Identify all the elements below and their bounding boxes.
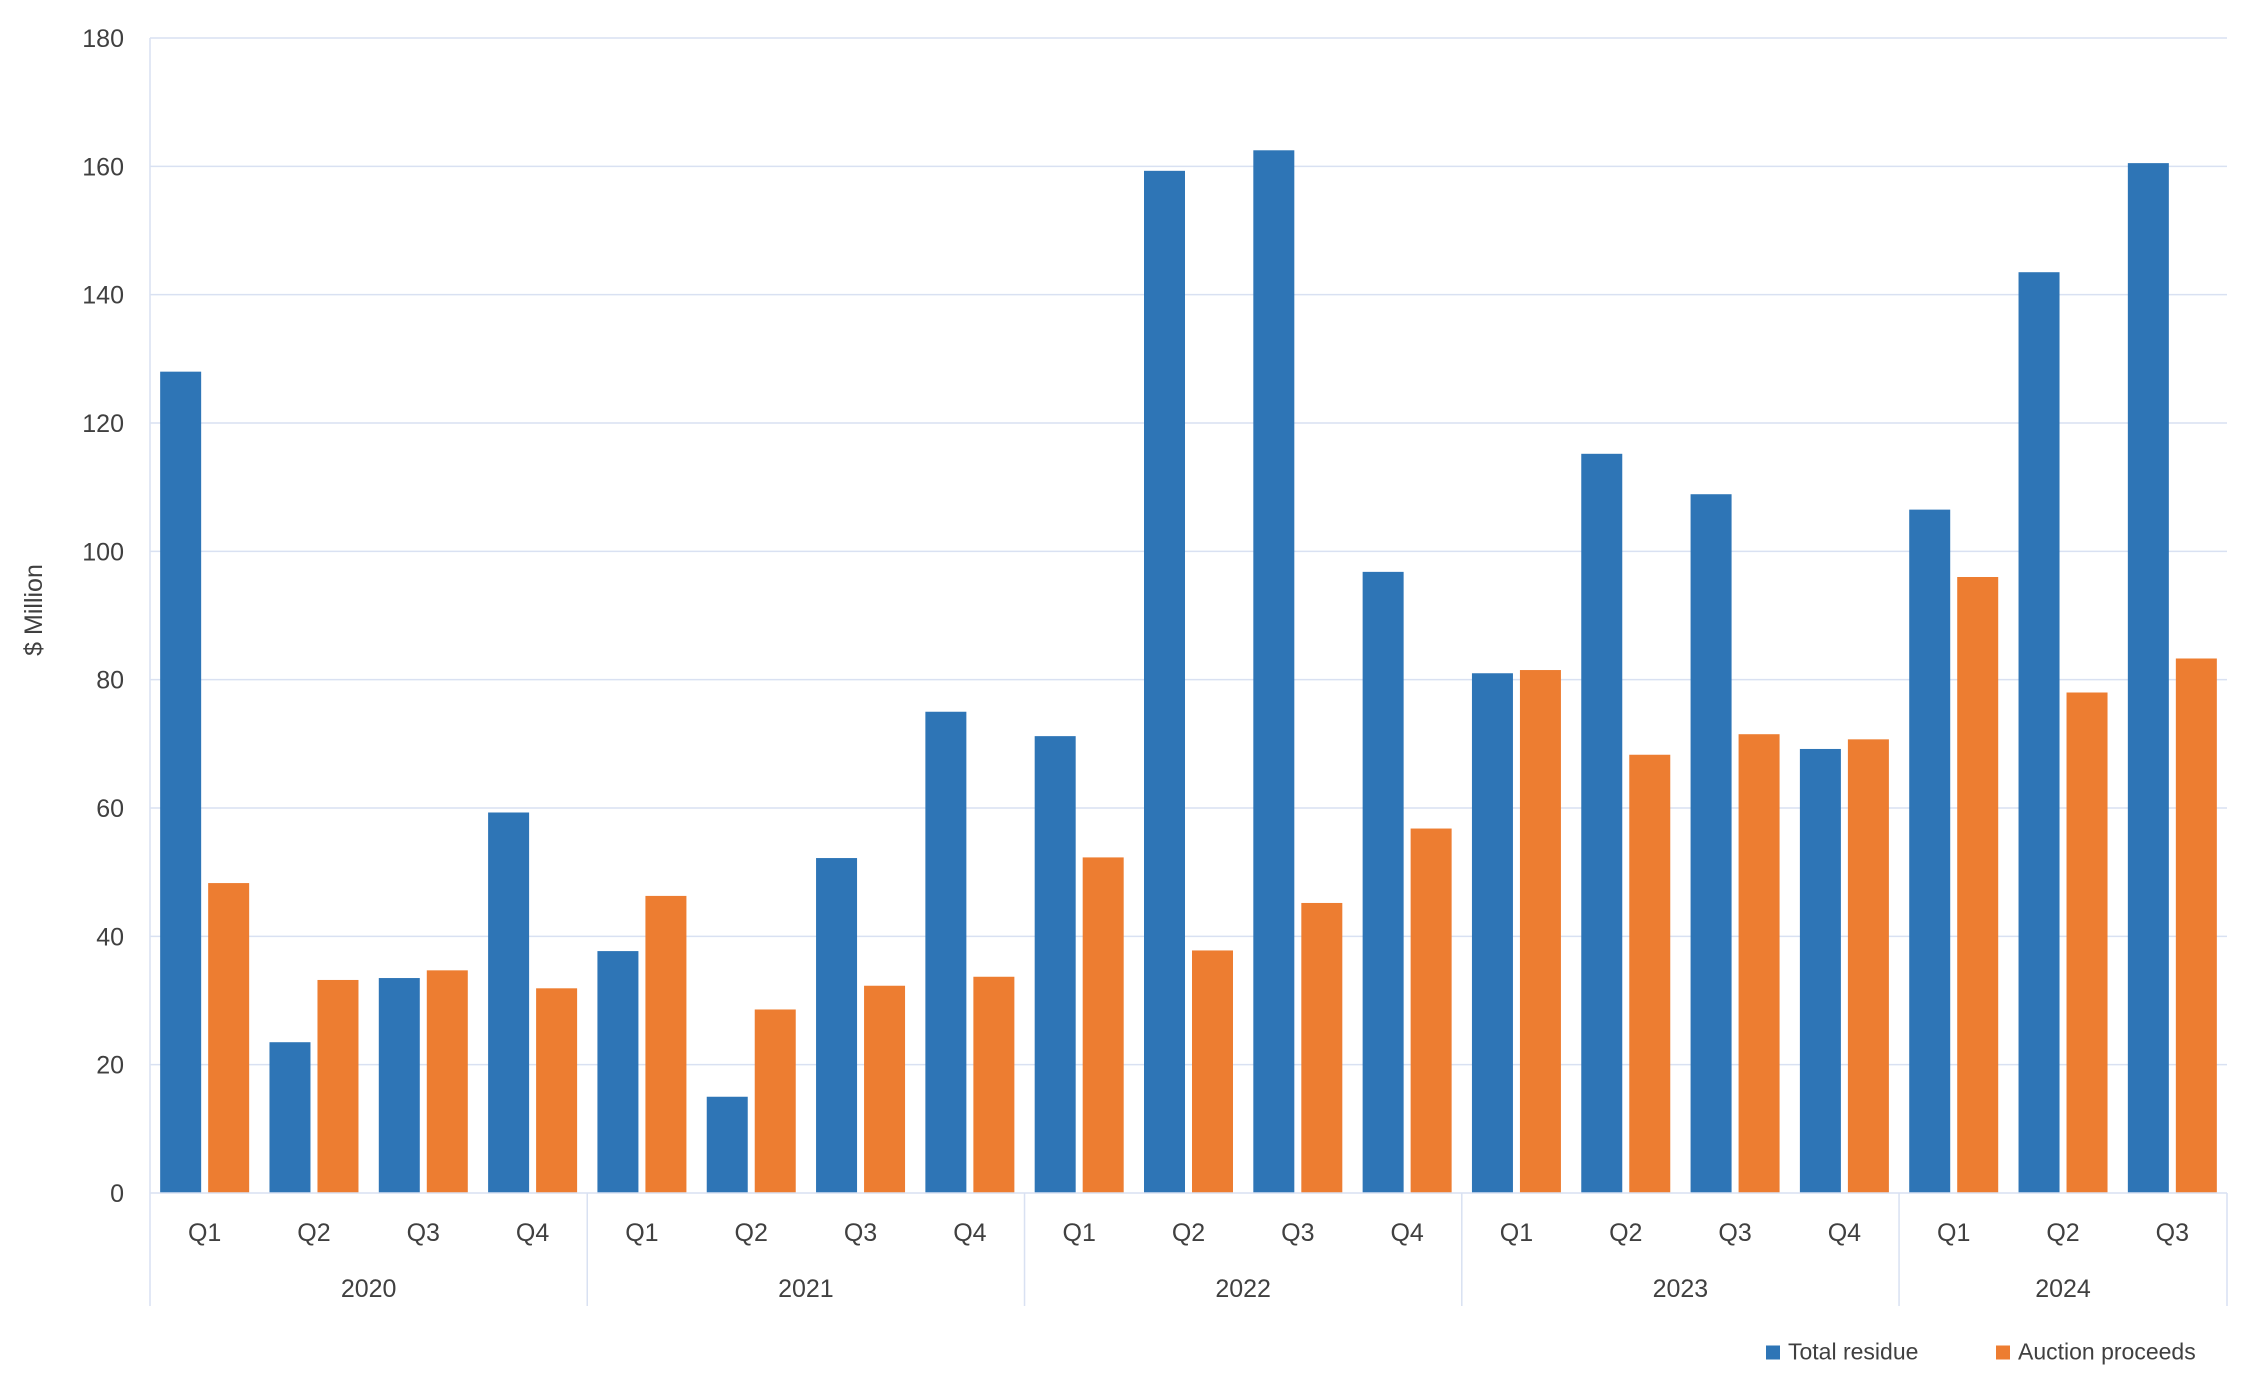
- bar-auction-proceeds: [1957, 577, 1999, 1193]
- bar-total-residue: [1581, 453, 1623, 1193]
- bar-total-residue: [1690, 494, 1732, 1194]
- y-tick-label: 160: [82, 153, 124, 181]
- bar-auction-proceeds: [317, 979, 359, 1193]
- bar-auction-proceeds: [2175, 658, 2217, 1193]
- bar-total-residue: [1034, 736, 1076, 1193]
- x-tick-label-quarter: Q4: [1828, 1219, 1861, 1247]
- x-group-label-year: 2021: [778, 1275, 834, 1303]
- bar-total-residue: [925, 711, 967, 1193]
- y-axis-title: $ Million: [20, 564, 48, 656]
- bar-total-residue: [1144, 170, 1185, 1193]
- x-tick-label-quarter: Q4: [1390, 1219, 1423, 1247]
- x-tick-label-quarter: Q1: [1500, 1219, 1533, 1247]
- bar-total-residue: [706, 1096, 748, 1193]
- axes: [149, 38, 2228, 1306]
- legend-item-total-residue: Total residue: [1766, 1339, 1918, 1366]
- x-tick-label-quarter: Q3: [2156, 1219, 2189, 1247]
- bar-total-residue: [488, 812, 530, 1193]
- x-group-label-year: 2024: [2035, 1275, 2091, 1303]
- x-tick-label-quarter: Q2: [1172, 1219, 1205, 1247]
- legend-label-total-residue: Total residue: [1788, 1338, 1919, 1365]
- x-tick-label-quarter: Q1: [625, 1219, 658, 1247]
- x-tick-label-quarter: Q2: [297, 1219, 330, 1247]
- x-tick-label-quarter: Q2: [1609, 1219, 1642, 1247]
- bar-auction-proceeds: [645, 895, 687, 1193]
- bar-auction-proceeds: [1082, 857, 1124, 1193]
- bar-auction-proceeds: [426, 970, 468, 1193]
- bar-total-residue: [378, 978, 420, 1193]
- x-tick-label-quarter: Q4: [516, 1219, 549, 1247]
- x-group-label-year: 2023: [1653, 1275, 1709, 1303]
- y-tick-label: 100: [82, 538, 124, 566]
- x-tick-label-quarter: Q4: [953, 1219, 986, 1247]
- x-tick-label-quarter: Q3: [1281, 1219, 1314, 1247]
- x-tick-label-quarter: Q2: [735, 1219, 768, 1247]
- x-group-label-year: 2020: [341, 1275, 397, 1303]
- bar-total-residue: [269, 1042, 311, 1193]
- bar-total-residue: [816, 858, 858, 1193]
- x-tick-label-quarter: Q3: [1718, 1219, 1751, 1247]
- x-tick-label-quarter: Q2: [2046, 1219, 2079, 1247]
- bar-auction-proceeds: [1738, 734, 1780, 1193]
- bar-total-residue: [1362, 571, 1404, 1193]
- x-group-label-year: 2022: [1215, 1275, 1271, 1303]
- y-tick-label: 120: [82, 410, 124, 438]
- legend-label-auction-proceeds: Auction proceeds: [2018, 1338, 2196, 1365]
- bar-total-residue: [1471, 673, 1513, 1193]
- x-tick-label-quarter: Q3: [844, 1219, 877, 1247]
- bar-auction-proceeds: [1629, 754, 1671, 1193]
- bar-auction-proceeds: [1847, 739, 1889, 1193]
- x-tick-label-quarter: Q1: [1937, 1219, 1970, 1247]
- y-tick-label: 20: [96, 1052, 124, 1080]
- y-tick-label: 40: [96, 923, 124, 951]
- bar-total-residue: [2018, 272, 2060, 1193]
- bar-auction-proceeds: [2066, 692, 2108, 1193]
- x-tick-label-quarter: Q1: [1063, 1219, 1096, 1247]
- bar-total-residue: [2127, 163, 2169, 1193]
- y-tick-label: 180: [82, 25, 124, 53]
- bar-auction-proceeds: [208, 883, 250, 1193]
- legend-swatch-auction-proceeds: [1996, 1345, 2010, 1359]
- bar-auction-proceeds: [973, 976, 1015, 1193]
- y-tick-label: 60: [96, 795, 124, 823]
- bar-auction-proceeds: [754, 1009, 796, 1193]
- x-tick-label-quarter: Q3: [407, 1219, 440, 1247]
- bar-auction-proceeds: [1192, 950, 1233, 1193]
- legend-swatch-total-residue: [1766, 1345, 1780, 1359]
- bar-auction-proceeds: [1301, 902, 1343, 1193]
- bar-total-residue: [1909, 509, 1951, 1193]
- bar-total-residue: [1799, 748, 1841, 1193]
- bar-total-residue: [597, 951, 639, 1193]
- y-tick-label: 0: [110, 1180, 124, 1208]
- bar-total-residue: [160, 371, 202, 1194]
- bar-auction-proceeds: [1410, 828, 1452, 1193]
- bar-auction-proceeds: [864, 985, 906, 1193]
- axis-labels: 0 20 40 60 80 100 120 140 160 180 Q1 Q2 Q3 Q4 Q1 Q2 Q3 Q4…: [82, 25, 2189, 1303]
- y-tick-label: 140: [82, 282, 124, 310]
- x-tick-label-quarter: Q1: [188, 1219, 221, 1247]
- bar-auction-proceeds: [1519, 670, 1561, 1193]
- bars: [160, 150, 2217, 1194]
- y-tick-label: 80: [96, 667, 124, 695]
- legend-item-auction-proceeds: Auction proceeds: [1996, 1339, 2196, 1366]
- bar-auction-proceeds: [536, 988, 578, 1193]
- bar-total-residue: [1253, 150, 1295, 1194]
